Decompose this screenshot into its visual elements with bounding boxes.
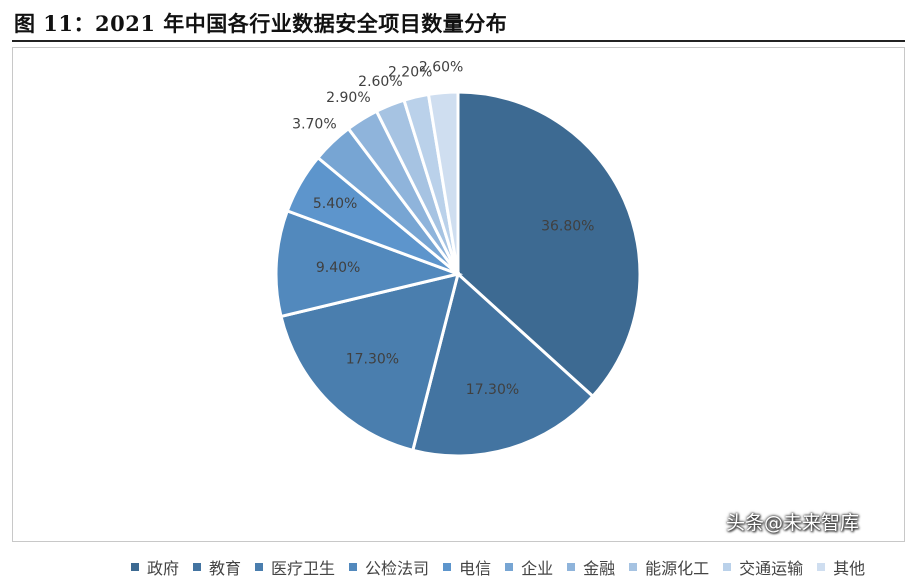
title-rule — [12, 40, 905, 42]
legend-label: 交通运输 — [739, 559, 804, 578]
legend-swatch — [349, 563, 358, 571]
data-label-5: 3.70% — [292, 117, 336, 133]
legend-item-9: 其他 — [817, 555, 865, 579]
legend-item-5: 企业 — [505, 555, 553, 579]
watermark: 头条@未来智库 — [726, 512, 860, 534]
legend-swatch — [817, 563, 826, 571]
legend-swatch — [629, 563, 638, 571]
legend-swatch — [443, 563, 452, 571]
legend-swatch — [131, 563, 139, 571]
data-label-4: 5.40% — [313, 196, 357, 212]
legend-label: 其他 — [833, 559, 866, 578]
chart-legend: 政府 教育 医疗卫生 公检法司 电信 企业 金融 能源化工 交通运输 其他 — [131, 556, 879, 578]
legend-label: 金融 — [583, 559, 616, 578]
data-label-6: 2.90% — [326, 90, 370, 106]
legend-swatch — [567, 563, 576, 571]
pie-chart: 36.80%17.30%17.30%9.40%5.40%3.70%2.90%2.… — [274, 60, 642, 458]
legend-swatch — [723, 563, 732, 571]
legend-label: 能源化工 — [645, 559, 710, 578]
legend-swatch — [255, 563, 264, 571]
legend-item-7: 能源化工 — [629, 555, 709, 579]
legend-item-2: 医疗卫生 — [255, 555, 335, 579]
data-label-8: 2.20% — [388, 65, 432, 81]
pie-slice-1 — [411, 271, 595, 458]
figure-title: 图 11：2021 年中国各行业数据安全项目数量分布 — [14, 11, 508, 36]
legend-item-1: 教育 — [193, 555, 241, 579]
legend-label: 政府 — [147, 559, 180, 578]
legend-label: 企业 — [521, 559, 554, 578]
legend-swatch — [193, 563, 202, 571]
pie-slice-9 — [426, 90, 460, 275]
pie-slice-3 — [274, 208, 464, 319]
data-label-2: 17.30% — [346, 351, 399, 367]
data-label-0: 36.80% — [541, 218, 594, 234]
pie-slice-0 — [456, 90, 642, 399]
pie-slice-2 — [279, 271, 461, 453]
legend-item-3: 公检法司 — [349, 555, 429, 579]
legend-swatch — [505, 563, 514, 571]
data-label-9: 2.60% — [419, 60, 463, 76]
legend-item-0: 政府 — [131, 555, 179, 579]
data-label-1: 17.30% — [466, 382, 519, 398]
legend-label: 教育 — [209, 559, 242, 578]
data-label-3: 9.40% — [316, 260, 360, 276]
legend-label: 医疗卫生 — [271, 559, 336, 578]
legend-label: 公检法司 — [365, 559, 430, 578]
chart-frame: 36.80% 17.30% 17.30% 9.40% 5.40% 3.70% 2.90% 2.… — [12, 47, 905, 578]
legend-item-6: 金融 — [567, 555, 615, 579]
legend-item-4: 电信 — [443, 555, 491, 579]
legend-label: 电信 — [459, 559, 492, 578]
legend-item-8: 交通运输 — [723, 555, 803, 579]
data-label-7: 2.60% — [358, 74, 402, 90]
